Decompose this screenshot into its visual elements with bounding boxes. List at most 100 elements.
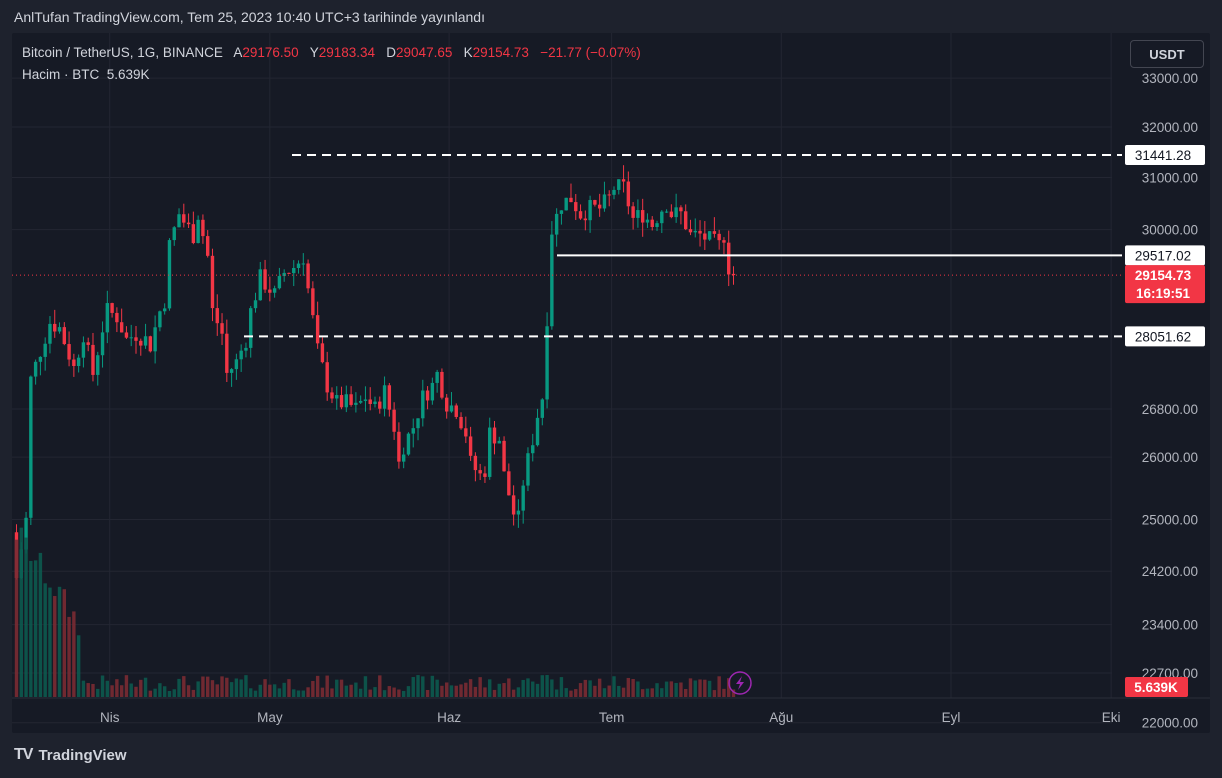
volume-bar: [33, 560, 38, 697]
volume-bar: [296, 690, 301, 697]
volume-bar: [148, 690, 153, 697]
candle-body: [315, 315, 320, 344]
volume-bar: [292, 689, 296, 697]
volume-bar: [401, 690, 406, 697]
volume-label[interactable]: Hacim · BTC: [22, 67, 100, 82]
candle-body: [664, 211, 669, 213]
volume-bar: [158, 683, 162, 697]
volume-bar: [459, 684, 463, 697]
candle-body: [583, 218, 588, 221]
candle-body: [229, 369, 234, 373]
volume-bar: [162, 686, 167, 697]
last-price-label: 29154.73: [1135, 268, 1192, 283]
volume-bar: [81, 680, 86, 697]
volume-bar: [727, 678, 731, 697]
candle-body: [287, 272, 291, 274]
candle-body: [722, 240, 726, 243]
candle-body: [382, 385, 387, 409]
candle-body: [507, 471, 511, 496]
x-tick-label: Nis: [100, 710, 120, 725]
volume-bar: [387, 686, 392, 697]
change-value: −21.77 (−0.07%): [540, 45, 641, 60]
candle-body: [540, 399, 544, 418]
candle-body: [373, 401, 377, 404]
last-price-label-box: [1125, 265, 1205, 304]
volume-bar: [196, 681, 200, 697]
volume-bar: [717, 676, 721, 697]
volume-bar: [134, 686, 138, 697]
volume-bar: [239, 679, 243, 697]
candle-body: [454, 405, 458, 417]
candle-body: [358, 400, 363, 403]
candle-body: [81, 342, 86, 358]
price-chart-svg[interactable]: 31441.28 29517.02 28051.62 29154.73 16:19:51…: [12, 33, 1210, 733]
volume-bar: [569, 690, 573, 697]
volume-value: 5.639K: [106, 67, 150, 82]
volume-bar: [201, 676, 205, 697]
volume-bar: [220, 676, 224, 697]
volume-bar: [167, 690, 172, 697]
candle-body: [397, 431, 401, 462]
candle-body: [531, 445, 535, 454]
volume-bar: [440, 685, 444, 697]
close-value: 29154.73: [472, 45, 529, 60]
candle-body: [311, 288, 315, 316]
volume-bar: [19, 527, 23, 697]
symbol-legend: Bitcoin / TetherUS, 1G, BINANCE A29176.5…: [22, 45, 641, 60]
candle-body: [612, 189, 616, 195]
candle-body: [588, 200, 592, 221]
volume-bar: [392, 687, 396, 697]
volume-bar: [100, 675, 105, 697]
candle-body: [411, 428, 415, 434]
candle-body: [100, 332, 105, 356]
candle-body: [115, 312, 119, 323]
volume-bar: [110, 685, 114, 697]
volume-bar: [583, 679, 588, 697]
volume-bar: [731, 689, 736, 697]
volume-bar: [664, 681, 669, 697]
candle-body: [76, 357, 81, 367]
currency-button[interactable]: USDT: [1130, 40, 1204, 68]
candle-body: [210, 255, 215, 309]
volume-bar: [416, 675, 420, 697]
candle-body: [272, 288, 277, 293]
y-tick-label: 22000.00: [1142, 716, 1198, 731]
candle-body: [105, 303, 110, 333]
volume-bar: [650, 688, 654, 697]
candle-body: [473, 455, 478, 471]
volume-bar: [617, 685, 621, 697]
candle-body: [631, 206, 635, 218]
volume-bar: [521, 679, 525, 697]
candle-body: [43, 343, 47, 357]
level-label: 29517.02: [1135, 248, 1191, 263]
candle-body: [535, 417, 540, 446]
volume-bar: [14, 539, 19, 697]
volume-last-label: 5.639K: [1134, 680, 1178, 695]
volume-bar: [349, 684, 353, 697]
candle-body: [597, 204, 602, 209]
volume-bar: [229, 682, 234, 697]
volume-bar: [655, 683, 659, 697]
chart-pane[interactable]: 31441.28 29517.02 28051.62 29154.73 16:19:51…: [12, 33, 1210, 733]
candle-body: [674, 207, 678, 218]
level-label-box: [1125, 145, 1205, 166]
candle-body: [488, 427, 492, 477]
candle-body: [158, 311, 162, 328]
symbol-name[interactable]: Bitcoin / TetherUS, 1G, BINANCE: [22, 45, 223, 60]
candle-body: [602, 194, 607, 209]
candle-body: [636, 210, 640, 218]
candle-body: [554, 213, 559, 235]
candle-body: [707, 231, 712, 240]
volume-bar: [182, 676, 186, 697]
volume-bar: [636, 681, 640, 697]
level-label-box: [1125, 245, 1205, 266]
candle-body: [33, 361, 38, 377]
candle-body: [215, 308, 219, 324]
candle-body: [626, 181, 631, 207]
level-label-box: [1125, 326, 1205, 347]
candle-body: [679, 207, 683, 212]
volume-bar: [507, 678, 511, 697]
candle-body: [521, 485, 525, 511]
candle-body: [545, 326, 549, 400]
high-label: Y: [309, 45, 319, 60]
